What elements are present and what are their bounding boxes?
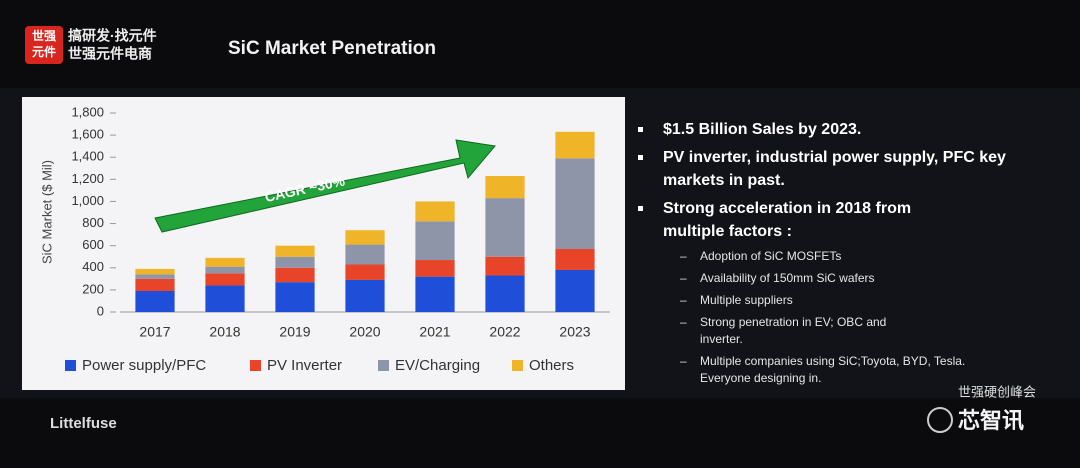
x-tick-label: 2021 — [419, 324, 450, 340]
sub-bullet-text: inverter. — [700, 332, 743, 346]
sub-bullet-dash: – — [680, 354, 687, 368]
y-tick-label: 1,200 — [71, 171, 104, 186]
legend-label: PV Inverter — [267, 357, 342, 374]
x-tick-label: 2022 — [489, 324, 520, 340]
bar-segment — [205, 273, 245, 286]
y-tick-label: 1,400 — [71, 149, 104, 164]
bullet-text: $1.5 Billion Sales by 2023. — [663, 121, 861, 138]
bar-segment — [415, 260, 455, 277]
bar-segment — [555, 131, 595, 159]
legend-swatch — [65, 360, 76, 371]
legend-label: Power supply/PFC — [82, 357, 206, 374]
bar-segment — [275, 267, 315, 283]
bar-segment — [415, 276, 455, 312]
sub-bullet-dash: – — [680, 249, 687, 263]
bar-segment — [135, 278, 175, 291]
logo-badge-text: 世强 — [32, 28, 56, 43]
sub-bullet-text: Multiple companies using SiC;Toyota, BYD… — [700, 354, 965, 368]
sub-bullet-text: Adoption of SiC MOSFETs — [700, 249, 841, 263]
bullet-text: Strong acceleration in 2018 from — [663, 200, 911, 217]
bullet-dot — [638, 127, 643, 132]
legend-swatch — [378, 360, 389, 371]
cagr-arrow — [154, 139, 496, 233]
y-tick-label: 600 — [82, 237, 104, 252]
logo-badge — [25, 26, 63, 64]
sub-bullet-text: Everyone designing in. — [700, 371, 821, 385]
x-tick-label: 2020 — [349, 324, 380, 340]
bar-segment — [485, 275, 525, 312]
bar-segment — [275, 245, 315, 257]
wechat-icon — [927, 407, 953, 433]
bar-segment — [345, 279, 385, 312]
bar-segment — [345, 244, 385, 265]
bar-segment — [485, 198, 525, 257]
bar-segment — [415, 201, 455, 222]
bar-segment — [485, 256, 525, 276]
y-tick-label: 1,000 — [71, 193, 104, 208]
bullet-text: PV inverter, industrial power supply, PF… — [663, 149, 1006, 166]
sub-bullet-text: Strong penetration in EV; OBC and — [700, 315, 886, 329]
x-tick-label: 2017 — [139, 324, 170, 340]
sub-bullet-dash: – — [680, 271, 687, 285]
logo-text: 世强元件电商 — [68, 46, 152, 62]
x-tick-label: 2018 — [209, 324, 240, 340]
sub-bullet-text: Multiple suppliers — [700, 293, 793, 307]
bar-segment — [345, 230, 385, 245]
y-tick-label: 1,600 — [71, 127, 104, 142]
bullet-dot — [638, 206, 643, 211]
logo-text: 搞研发·找元件 — [68, 28, 157, 44]
brand: Littelfuse — [50, 415, 117, 432]
bar-segment — [275, 282, 315, 312]
sub-bullet-dash: – — [680, 293, 687, 307]
sub-bullet-text: Availability of 150mm SiC wafers — [700, 271, 875, 285]
logo-badge-text: 元件 — [32, 44, 56, 59]
sub-bullet-dash: – — [680, 315, 687, 329]
bullet-text: markets in past. — [663, 172, 785, 189]
legend-label: Others — [529, 357, 574, 374]
bar-segment — [205, 257, 245, 267]
bullet-text: multiple factors : — [663, 223, 792, 240]
y-tick-label: 400 — [82, 259, 104, 274]
bar-segment — [205, 266, 245, 274]
event-name: 世强硬创峰会 — [958, 384, 1036, 399]
bar-segment — [485, 176, 525, 199]
chart-panel — [22, 97, 625, 390]
bar-segment — [135, 268, 175, 275]
bar-segment — [345, 264, 385, 280]
x-tick-label: 2019 — [279, 324, 310, 340]
bar-segment — [135, 290, 175, 312]
bar-segment — [135, 274, 175, 279]
x-tick-label: 2023 — [559, 324, 590, 340]
legend-swatch — [250, 360, 261, 371]
legend-swatch — [512, 360, 523, 371]
bar-segment — [555, 248, 595, 270]
slide-title: SiC Market Penetration — [228, 38, 436, 59]
bar-segment — [555, 158, 595, 249]
bar-segment — [205, 285, 245, 312]
y-tick-label: 0 — [97, 303, 104, 318]
bar-segment — [415, 221, 455, 261]
bullet-dot — [638, 155, 643, 160]
bar-segment — [275, 256, 315, 268]
legend-label: EV/Charging — [395, 357, 480, 374]
y-tick-label: 800 — [82, 215, 104, 230]
y-axis-label: SiC Market ($ Mil) — [39, 160, 54, 264]
watermark: 芯智讯 — [958, 408, 1024, 433]
y-tick-label: 200 — [82, 281, 104, 296]
y-tick-label: 1,800 — [71, 104, 104, 119]
bar-segment — [555, 269, 595, 312]
